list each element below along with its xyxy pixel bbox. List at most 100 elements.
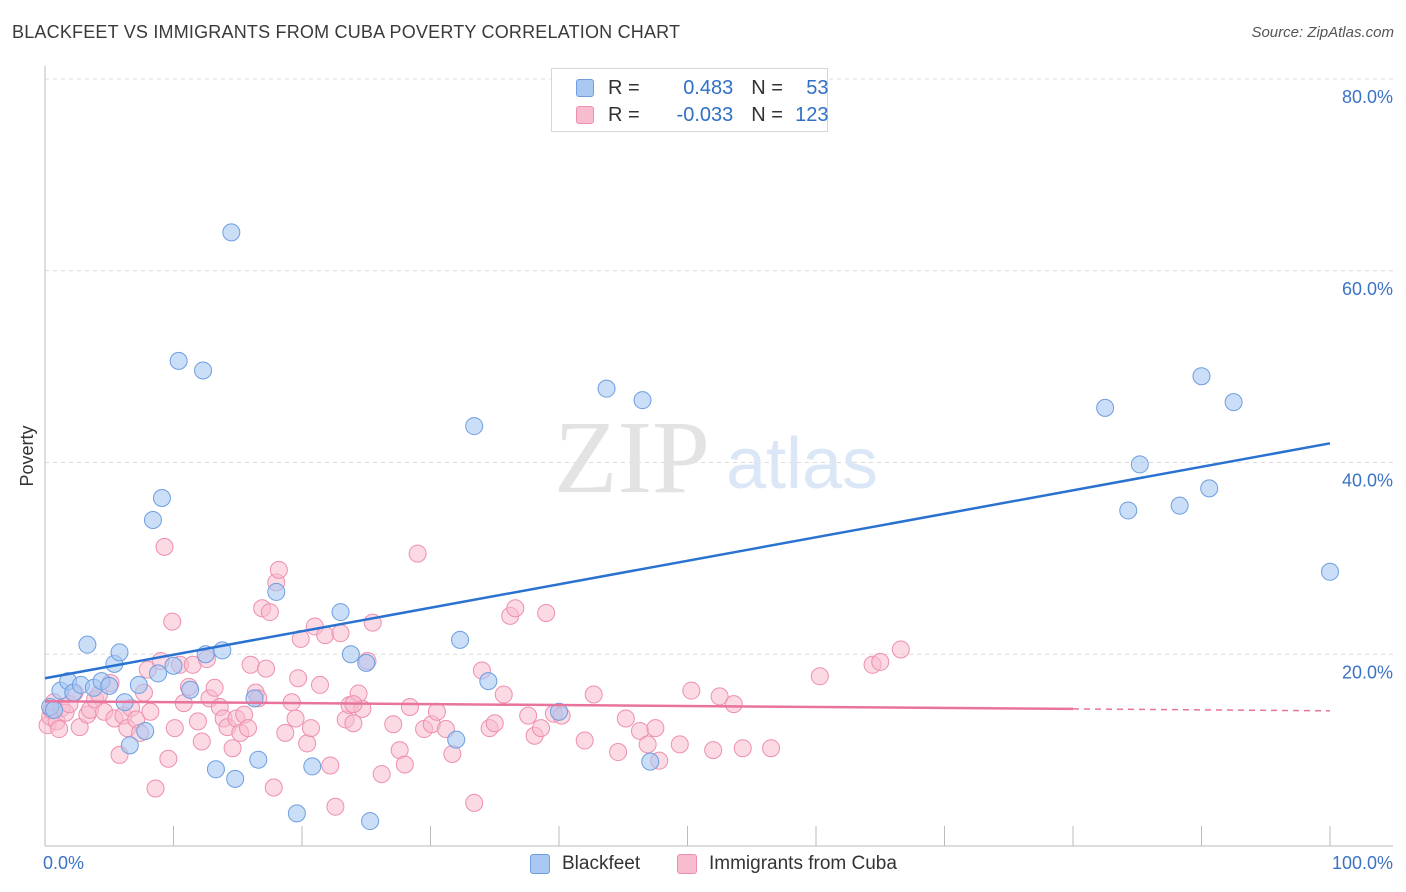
cuba-point: [384, 715, 403, 734]
x-tick-label: 0.0%: [43, 853, 84, 873]
cuba-point: [400, 697, 419, 716]
legend-n-value: 53: [806, 76, 829, 99]
blackfeet-point: [465, 417, 484, 436]
blackfeet-point: [451, 630, 470, 649]
legend-r-label: R =: [608, 76, 646, 99]
y-tick-label: 40.0%: [1342, 471, 1393, 491]
blackfeet-point: [633, 391, 652, 410]
blackfeet-trend-line: [44, 442, 1331, 680]
cuba-point: [241, 655, 260, 674]
legend-n-label: N =: [751, 103, 789, 126]
legend-swatch-cuba: [576, 106, 594, 124]
blackfeet-point: [164, 656, 183, 675]
cuba-point: [192, 732, 211, 751]
gridlines: [45, 78, 1393, 655]
blackfeet-point: [479, 672, 498, 691]
blackfeet-point: [357, 653, 376, 672]
cuba-point: [584, 685, 603, 704]
cuba-point: [891, 640, 910, 659]
blackfeet-point: [226, 769, 245, 788]
blackfeet-point: [222, 223, 241, 242]
cuba-point: [575, 731, 594, 750]
cuba-point: [670, 735, 689, 754]
cuba-point: [704, 741, 723, 760]
cuba-point: [331, 624, 350, 643]
blackfeet-point: [1170, 496, 1189, 515]
cuba-trend-line: [44, 699, 1074, 711]
y-tick-label: 20.0%: [1342, 662, 1393, 682]
stats-legend: R = 0.483 N = 53 R = -0.033 N = 123: [551, 68, 829, 132]
cuba-point: [301, 719, 320, 738]
cuba-point: [155, 537, 174, 556]
cuba-point: [205, 678, 224, 697]
cuba-point: [159, 749, 178, 768]
blackfeet-point: [331, 603, 350, 622]
watermark: ZIP atlas: [554, 400, 878, 515]
cuba-point: [494, 685, 513, 704]
cuba-point: [257, 659, 276, 678]
cuba-point: [289, 669, 308, 688]
legend-row-cuba: R = -0.033 N = 123: [576, 104, 829, 126]
blackfeet-point: [44, 700, 63, 719]
bottom-legend-swatch-blackfeet: [530, 854, 550, 874]
blackfeet-point: [303, 757, 322, 776]
y-tick-label: 80.0%: [1342, 87, 1393, 107]
cuba-point: [326, 797, 345, 816]
x-tick-label: 100.0%: [1332, 853, 1393, 873]
y-tick-label: 60.0%: [1342, 279, 1393, 299]
trend-lines: [44, 442, 1331, 712]
cuba-point: [141, 702, 160, 721]
cuba-point: [485, 714, 504, 733]
cuba-point: [188, 712, 207, 731]
legend-r-value: -0.033: [676, 103, 734, 126]
legend-r-value: 0.483: [683, 76, 734, 99]
blackfeet-point: [110, 643, 129, 662]
cuba-point: [163, 612, 182, 631]
cuba-point: [395, 755, 414, 774]
cuba-point: [537, 604, 556, 623]
blackfeet-point: [245, 689, 264, 708]
cuba-point: [286, 709, 305, 728]
blackfeet-point: [1130, 455, 1149, 474]
bottom-legend-label-blackfeet: Blackfeet: [562, 853, 641, 874]
cuba-point: [276, 723, 295, 742]
cuba-point: [616, 709, 635, 728]
blackfeet-point: [206, 760, 225, 779]
cuba-point: [372, 765, 391, 784]
cuba-trend-line-extension: [1072, 708, 1331, 712]
cuba-point: [810, 667, 829, 686]
cuba-point: [506, 599, 525, 618]
chart-title: BLACKFEET VS IMMIGRANTS FROM CUBA POVERT…: [12, 22, 681, 42]
cuba-point: [465, 793, 484, 812]
legend-r-label: R =: [608, 103, 646, 126]
chart-source: Source: ZipAtlas.com: [1251, 24, 1394, 41]
watermark-zip: ZIP: [554, 400, 710, 515]
blackfeet-point: [641, 752, 660, 771]
legend-n-value: 123: [795, 103, 829, 126]
blackfeet-point: [1119, 501, 1138, 520]
cuba-point: [321, 756, 340, 775]
blackfeet-point: [181, 680, 200, 699]
cuba-point: [638, 735, 657, 754]
blackfeet-point: [267, 582, 286, 601]
series-blackfeet-points: [41, 223, 1339, 831]
cuba-point: [724, 695, 743, 714]
blackfeet-point: [1200, 479, 1219, 498]
cuba-point: [269, 560, 288, 579]
blackfeet-point: [1321, 562, 1339, 581]
cuba-point: [646, 719, 665, 738]
blackfeet-point: [136, 721, 155, 740]
legend-swatch-blackfeet: [576, 79, 594, 97]
blackfeet-point: [149, 664, 168, 683]
blackfeet-point: [78, 635, 97, 654]
cuba-point: [344, 714, 363, 733]
cuba-point: [682, 681, 701, 700]
cuba-point: [710, 687, 729, 706]
blackfeet-point: [550, 702, 568, 721]
blackfeet-point: [169, 351, 188, 370]
blackfeet-point: [447, 730, 466, 749]
cuba-point: [762, 739, 781, 758]
blackfeet-point: [361, 812, 380, 831]
blackfeet-point: [1224, 393, 1243, 412]
